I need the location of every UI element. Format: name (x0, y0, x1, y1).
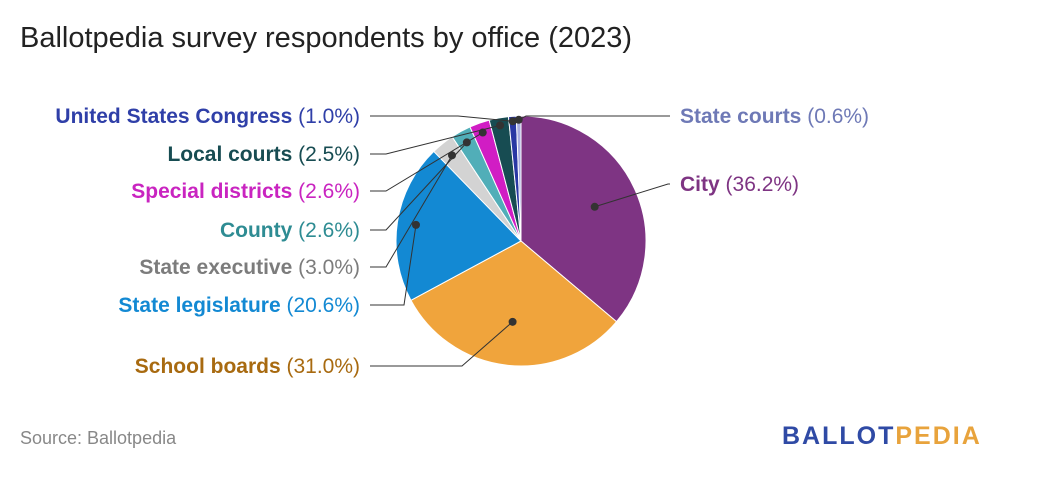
slice-label-percent: (36.2%) (726, 173, 800, 196)
slice-label-state-courts: State courts (0.6%) (680, 105, 869, 128)
slice-label-name: City (680, 173, 726, 196)
pie-slice-state-legislature (395, 150, 522, 301)
slice-label-percent: (31.0%) (286, 355, 360, 378)
slice-label-state-legislature: State legislature (20.6%) (118, 294, 360, 317)
slice-label-percent: (0.6%) (807, 105, 869, 128)
leader-dot-state-executive (448, 151, 457, 160)
leader-dot-school-boards (508, 317, 517, 326)
leader-lines (370, 115, 670, 367)
slice-label-name: State executive (139, 256, 298, 279)
slice-label-percent: (2.5%) (298, 143, 360, 166)
slice-label-name: School boards (135, 355, 287, 378)
slice-label-school-boards: School boards (31.0%) (135, 355, 360, 378)
leader-dot-city (590, 202, 599, 211)
pie-slices (395, 115, 647, 367)
leader-dot-state-courts (514, 115, 523, 124)
pie-slice-school-boards (410, 240, 618, 367)
pie-slice-city (520, 115, 647, 323)
pie-chart: City (36.2%) School boards (31.0%) State l… (55, 105, 869, 378)
slice-label-name: United States Congress (55, 105, 298, 128)
slice-label-percent: (2.6%) (298, 180, 360, 203)
slice-label-name: Special districts (131, 180, 298, 203)
leader-line-united-states-congress (370, 115, 513, 122)
chart-title: Ballotpedia survey respondents by office… (20, 22, 633, 54)
leader-line-state-legislature (370, 224, 417, 306)
source-note: Source: Ballotpedia (20, 428, 177, 448)
leader-line-local-courts (370, 124, 501, 155)
slice-label-percent: (3.0%) (298, 256, 360, 279)
slice-label-state-executive: State executive (3.0%) (139, 256, 360, 279)
logo-part-pedia: PEDIA (895, 422, 982, 450)
leader-dot-state-legislature (411, 220, 420, 229)
slice-label-special-districts: Special districts (2.6%) (131, 180, 360, 203)
slice-label-city: City (36.2%) (680, 173, 799, 196)
slice-label-percent: (2.6%) (298, 219, 360, 242)
ballotpedia-logo: BALLOTPEDIA (782, 422, 982, 451)
leader-dot-local-courts (496, 121, 505, 130)
slice-labels: City (36.2%) School boards (31.0%) State l… (55, 105, 869, 378)
slice-label-united-states-congress: United States Congress (1.0%) (55, 105, 360, 128)
slice-label-percent: (20.6%) (286, 294, 360, 317)
slice-label-name: State legislature (118, 294, 286, 317)
leader-line-school-boards (370, 321, 513, 367)
slice-label-local-courts: Local courts (2.5%) (167, 143, 360, 166)
logo-part-ballot: BALLOT (782, 422, 896, 450)
leader-line-special-districts (370, 132, 484, 192)
slice-label-name: County (220, 219, 298, 242)
leader-line-state-executive (370, 155, 453, 268)
slice-label-name: Local courts (167, 143, 298, 166)
slice-label-name: State courts (680, 105, 807, 128)
leader-line-county (370, 142, 468, 231)
slice-label-county: County (2.6%) (220, 219, 360, 242)
slice-label-percent: (1.0%) (298, 105, 360, 128)
leader-dot-united-states-congress (508, 117, 517, 126)
leader-line-city (594, 183, 670, 208)
